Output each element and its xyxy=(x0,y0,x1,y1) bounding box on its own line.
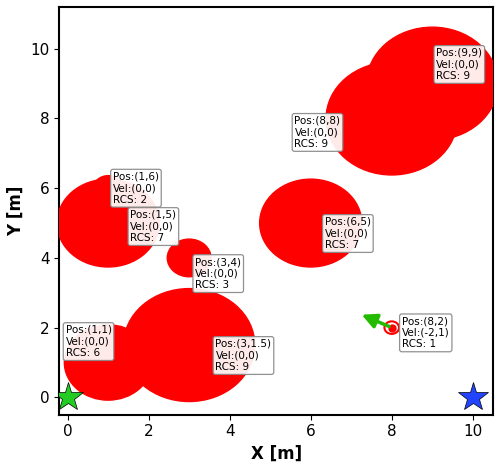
X-axis label: X [m]: X [m] xyxy=(250,445,302,463)
Text: Pos:(1,1)
Vel:(0,0)
RCS: 6: Pos:(1,1) Vel:(0,0) RCS: 6 xyxy=(66,325,112,358)
Text: Pos:(1,6)
Vel:(0,0)
RCS: 2: Pos:(1,6) Vel:(0,0) RCS: 2 xyxy=(113,172,159,205)
Text: Pos:(3,4)
Vel:(0,0)
RCS: 3: Pos:(3,4) Vel:(0,0) RCS: 3 xyxy=(195,257,241,290)
Text: Pos:(9,9)
Vel:(0,0)
RCS: 9: Pos:(9,9) Vel:(0,0) RCS: 9 xyxy=(436,48,482,81)
Circle shape xyxy=(326,62,458,175)
Circle shape xyxy=(57,179,159,267)
Text: Pos:(8,2)
Vel:(-2,1)
RCS: 1: Pos:(8,2) Vel:(-2,1) RCS: 1 xyxy=(402,316,450,350)
Text: Pos:(6,5)
Vel:(0,0)
RCS: 7: Pos:(6,5) Vel:(0,0) RCS: 7 xyxy=(325,217,371,250)
Y-axis label: Y [m]: Y [m] xyxy=(7,186,25,236)
Circle shape xyxy=(366,27,498,140)
Text: Pos:(8,8)
Vel:(0,0)
RCS: 9: Pos:(8,8) Vel:(0,0) RCS: 9 xyxy=(294,116,341,149)
Text: Pos:(1,5)
Vel:(0,0)
RCS: 7: Pos:(1,5) Vel:(0,0) RCS: 7 xyxy=(130,210,176,243)
Circle shape xyxy=(124,289,255,401)
Circle shape xyxy=(260,179,362,267)
Circle shape xyxy=(94,176,122,201)
Circle shape xyxy=(168,239,211,277)
Circle shape xyxy=(64,325,152,400)
Text: Pos:(3,1.5)
Vel:(0,0)
RCS: 9: Pos:(3,1.5) Vel:(0,0) RCS: 9 xyxy=(216,339,272,372)
